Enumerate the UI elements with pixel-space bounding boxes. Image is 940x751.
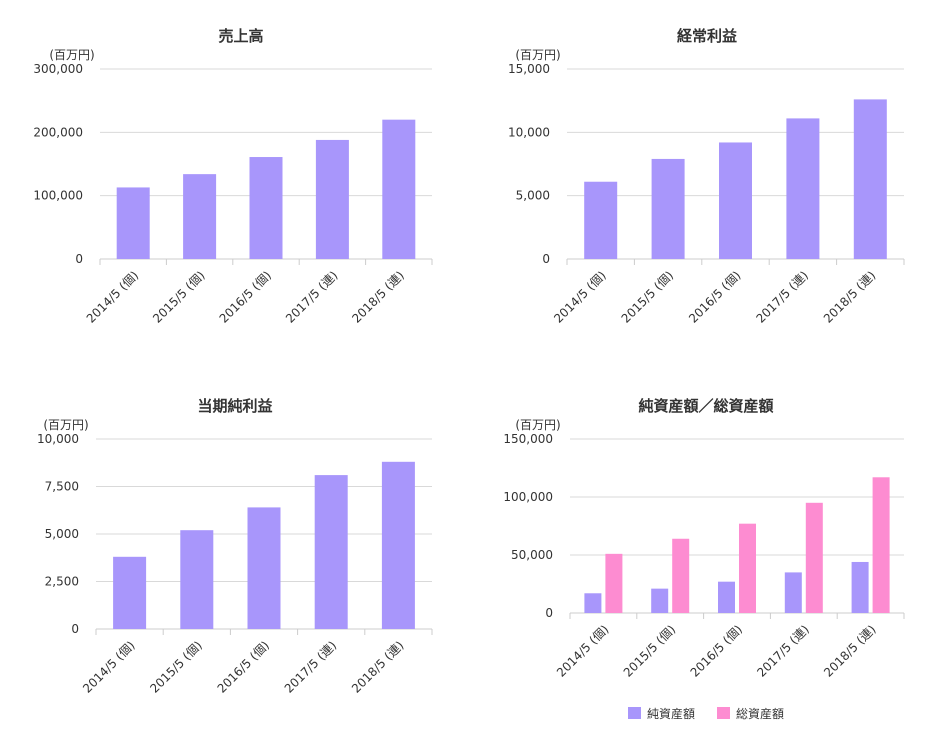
bar bbox=[249, 157, 283, 259]
y-unit-label: (百万円) bbox=[49, 48, 94, 62]
x-tick-label: 2015/5 (個) bbox=[621, 622, 679, 680]
legend-label: 純資産額 bbox=[647, 706, 695, 721]
bar bbox=[584, 181, 618, 259]
bar bbox=[605, 553, 623, 613]
y-tick-label: 300,000 bbox=[33, 62, 83, 76]
y-tick-label: 0 bbox=[545, 606, 553, 620]
bar bbox=[718, 581, 735, 613]
bar bbox=[381, 461, 415, 629]
y-tick-label: 150,000 bbox=[503, 432, 553, 446]
y-tick-label: 15,000 bbox=[508, 62, 550, 76]
bar bbox=[672, 538, 690, 613]
x-tick-label: 2015/5 (個) bbox=[150, 268, 208, 326]
legend: 純資産額 総資産額 bbox=[628, 706, 784, 721]
bar bbox=[786, 118, 820, 260]
bar bbox=[382, 119, 416, 260]
chart-1: 売上高 (百万円) 0 100,000 200,000 300,000 2014/5 (個)… bbox=[33, 27, 433, 326]
x-tick-label: 2018/5 (連) bbox=[349, 638, 407, 696]
x-tick-label: 2017/5 (連) bbox=[283, 268, 341, 326]
bar bbox=[584, 593, 602, 613]
y-tick-label: 0 bbox=[71, 622, 79, 636]
x-tick-label: 2017/5 (連) bbox=[754, 622, 812, 680]
y-tick-label: 50,000 bbox=[511, 548, 553, 562]
x-tick-label: 2014/5 (個) bbox=[554, 622, 612, 680]
bar bbox=[651, 158, 685, 259]
bar bbox=[784, 572, 802, 613]
bar bbox=[872, 477, 890, 613]
y-tick-label: 100,000 bbox=[503, 490, 553, 504]
y-unit-label: (百万円) bbox=[515, 418, 560, 432]
y-tick-label: 0 bbox=[75, 252, 83, 266]
chart-4: 純資産額／総資産額 (百万円) 0 50,000 100,000 150,000 2014/… bbox=[503, 397, 905, 721]
bar bbox=[651, 588, 669, 613]
y-tick-label: 10,000 bbox=[37, 432, 79, 446]
chart-title: 純資産額／総資産額 bbox=[638, 397, 773, 415]
x-tick-label: 2016/5 (個) bbox=[686, 268, 744, 326]
y-tick-label: 10,000 bbox=[508, 125, 550, 139]
x-tick-label: 2018/5 (連) bbox=[349, 268, 407, 326]
x-tick-label: 2016/5 (個) bbox=[688, 622, 746, 680]
bar bbox=[180, 530, 214, 629]
x-tick-label: 2017/5 (連) bbox=[753, 268, 811, 326]
chart-3: 当期純利益 (百万円) 0 2,500 5,000 7,500 10,000 2014/5 (… bbox=[37, 397, 433, 696]
x-tick-label: 2016/5 (個) bbox=[217, 268, 275, 326]
bar bbox=[739, 523, 756, 613]
bar bbox=[116, 187, 150, 259]
y-tick-label: 100,000 bbox=[33, 189, 83, 203]
bar bbox=[247, 507, 281, 629]
legend-swatch bbox=[717, 707, 730, 719]
bar bbox=[314, 475, 348, 629]
x-tick-label: 2014/5 (個) bbox=[84, 268, 142, 326]
y-tick-label: 7,500 bbox=[45, 480, 79, 494]
bar bbox=[183, 174, 217, 259]
x-tick-label: 2015/5 (個) bbox=[147, 638, 205, 696]
y-tick-label: 0 bbox=[542, 252, 550, 266]
chart-title: 経常利益 bbox=[677, 27, 737, 45]
bar bbox=[719, 142, 752, 259]
x-tick-label: 2017/5 (連) bbox=[282, 638, 340, 696]
y-tick-label: 5,000 bbox=[516, 189, 550, 203]
x-tick-label: 2016/5 (個) bbox=[215, 638, 273, 696]
bar bbox=[851, 561, 869, 613]
chart-title: 売上高 bbox=[218, 27, 263, 45]
bar bbox=[315, 139, 349, 259]
legend-label: 総資産額 bbox=[736, 706, 784, 721]
x-tick-label: 2018/5 (連) bbox=[821, 622, 879, 680]
x-tick-label: 2014/5 (個) bbox=[80, 638, 138, 696]
y-tick-label: 200,000 bbox=[33, 125, 83, 139]
y-tick-label: 5,000 bbox=[45, 527, 79, 541]
bar bbox=[113, 556, 147, 629]
y-unit-label: (百万円) bbox=[515, 48, 560, 62]
bar bbox=[853, 99, 887, 260]
legend-swatch bbox=[628, 707, 641, 719]
y-unit-label: (百万円) bbox=[43, 418, 88, 432]
x-tick-label: 2014/5 (個) bbox=[551, 268, 609, 326]
y-tick-label: 2,500 bbox=[45, 575, 79, 589]
x-tick-label: 2015/5 (個) bbox=[619, 268, 677, 326]
chart-title: 当期純利益 bbox=[197, 397, 272, 415]
x-tick-label: 2018/5 (連) bbox=[821, 268, 879, 326]
bar bbox=[805, 502, 823, 613]
